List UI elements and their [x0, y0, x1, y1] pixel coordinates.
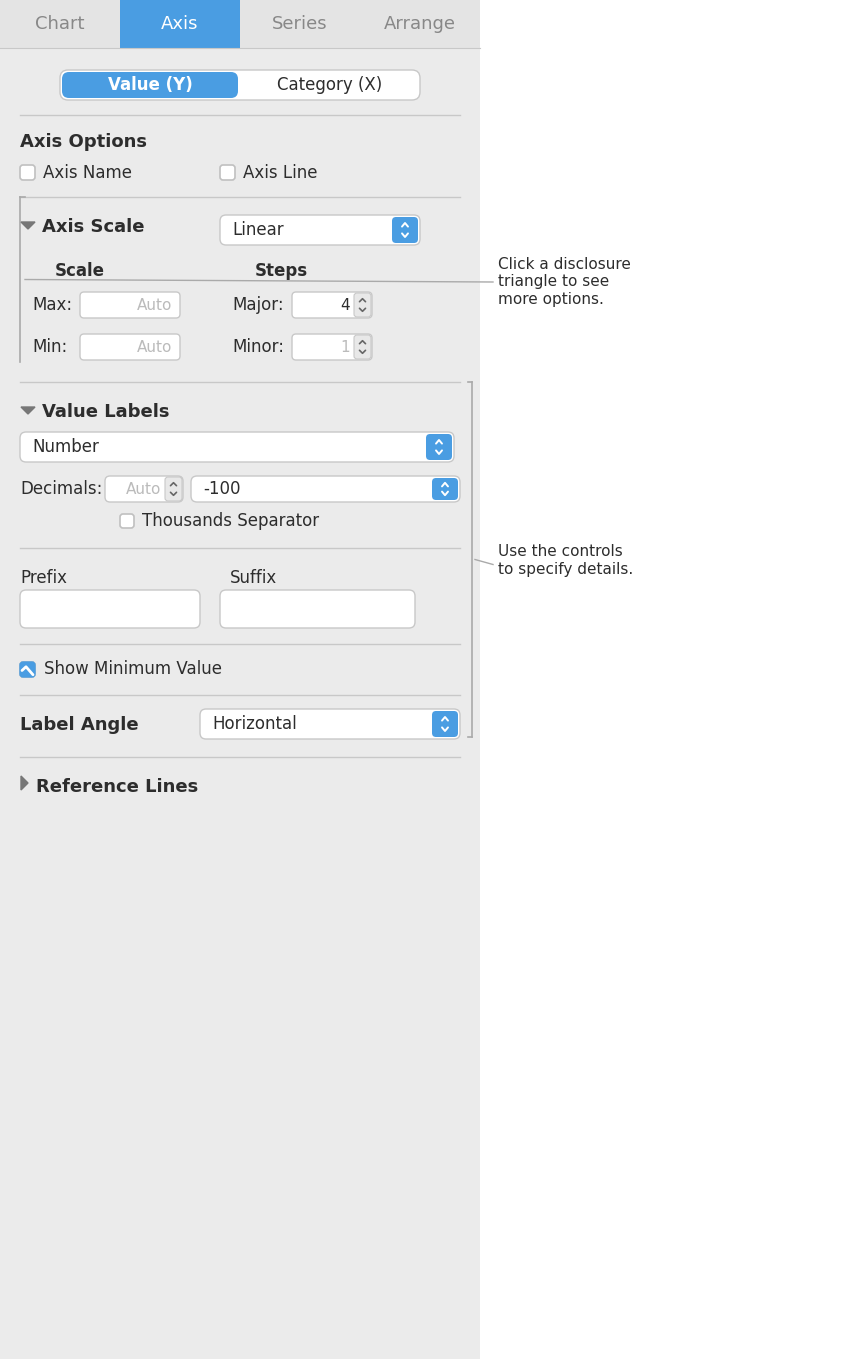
FancyBboxPatch shape — [60, 71, 420, 101]
Text: Use the controls
to specify details.: Use the controls to specify details. — [498, 545, 633, 578]
FancyBboxPatch shape — [220, 590, 415, 628]
Bar — [360, 0, 480, 48]
FancyBboxPatch shape — [20, 662, 35, 677]
Text: Category (X): Category (X) — [277, 76, 383, 94]
Text: Linear: Linear — [232, 222, 283, 239]
Text: Decimals:: Decimals: — [20, 480, 102, 497]
Text: Axis Line: Axis Line — [243, 163, 317, 182]
Text: Reference Lines: Reference Lines — [36, 777, 198, 796]
Text: Show Minimum Value: Show Minimum Value — [44, 660, 222, 678]
FancyBboxPatch shape — [432, 711, 458, 737]
FancyBboxPatch shape — [20, 432, 454, 462]
FancyBboxPatch shape — [191, 476, 460, 501]
FancyBboxPatch shape — [20, 590, 200, 628]
Text: Axis: Axis — [161, 15, 199, 33]
Text: 1: 1 — [340, 340, 350, 355]
Text: Axis Scale: Axis Scale — [42, 217, 145, 236]
Bar — [0, 0, 120, 48]
FancyBboxPatch shape — [80, 334, 180, 360]
FancyBboxPatch shape — [354, 294, 371, 317]
Text: Auto: Auto — [137, 298, 172, 313]
Text: -100: -100 — [203, 480, 241, 497]
Text: Arrange: Arrange — [384, 15, 456, 33]
FancyBboxPatch shape — [426, 434, 452, 459]
FancyBboxPatch shape — [62, 72, 238, 98]
FancyBboxPatch shape — [432, 478, 458, 500]
FancyBboxPatch shape — [220, 215, 420, 245]
Text: Number: Number — [32, 438, 99, 457]
Bar — [240, 0, 360, 48]
FancyBboxPatch shape — [220, 164, 235, 179]
Polygon shape — [21, 222, 35, 230]
FancyBboxPatch shape — [354, 336, 371, 359]
Bar — [480, 0, 851, 1359]
Text: Axis Name: Axis Name — [43, 163, 132, 182]
FancyBboxPatch shape — [20, 164, 35, 179]
FancyBboxPatch shape — [20, 662, 35, 677]
Bar — [120, 0, 240, 48]
Text: Thousands Separator: Thousands Separator — [142, 512, 319, 530]
FancyBboxPatch shape — [105, 476, 183, 501]
Bar — [0, 0, 480, 1359]
Text: Steps: Steps — [255, 262, 308, 280]
Text: Auto: Auto — [137, 340, 172, 355]
FancyBboxPatch shape — [200, 709, 460, 739]
Text: Axis Options: Axis Options — [20, 133, 147, 151]
Text: Auto: Auto — [126, 481, 161, 496]
Text: 4: 4 — [340, 298, 350, 313]
FancyBboxPatch shape — [292, 334, 372, 360]
Text: Click a disclosure
triangle to see
more options.: Click a disclosure triangle to see more … — [498, 257, 631, 307]
Text: Series: Series — [272, 15, 328, 33]
Text: Label Angle: Label Angle — [20, 716, 139, 734]
FancyBboxPatch shape — [120, 514, 134, 529]
Bar — [0, 0, 480, 48]
Polygon shape — [21, 406, 35, 414]
Text: Min:: Min: — [32, 338, 67, 356]
Text: Chart: Chart — [35, 15, 85, 33]
Polygon shape — [21, 776, 28, 790]
Text: Max:: Max: — [32, 296, 72, 314]
Text: Value (Y): Value (Y) — [107, 76, 192, 94]
FancyBboxPatch shape — [392, 217, 418, 243]
Text: Suffix: Suffix — [230, 569, 277, 587]
Text: Major:: Major: — [232, 296, 283, 314]
FancyBboxPatch shape — [292, 292, 372, 318]
FancyBboxPatch shape — [80, 292, 180, 318]
Text: Scale: Scale — [55, 262, 105, 280]
FancyBboxPatch shape — [165, 477, 182, 501]
Text: Minor:: Minor: — [232, 338, 284, 356]
Text: Horizontal: Horizontal — [212, 715, 297, 733]
Text: Value Labels: Value Labels — [42, 404, 169, 421]
Text: Prefix: Prefix — [20, 569, 67, 587]
